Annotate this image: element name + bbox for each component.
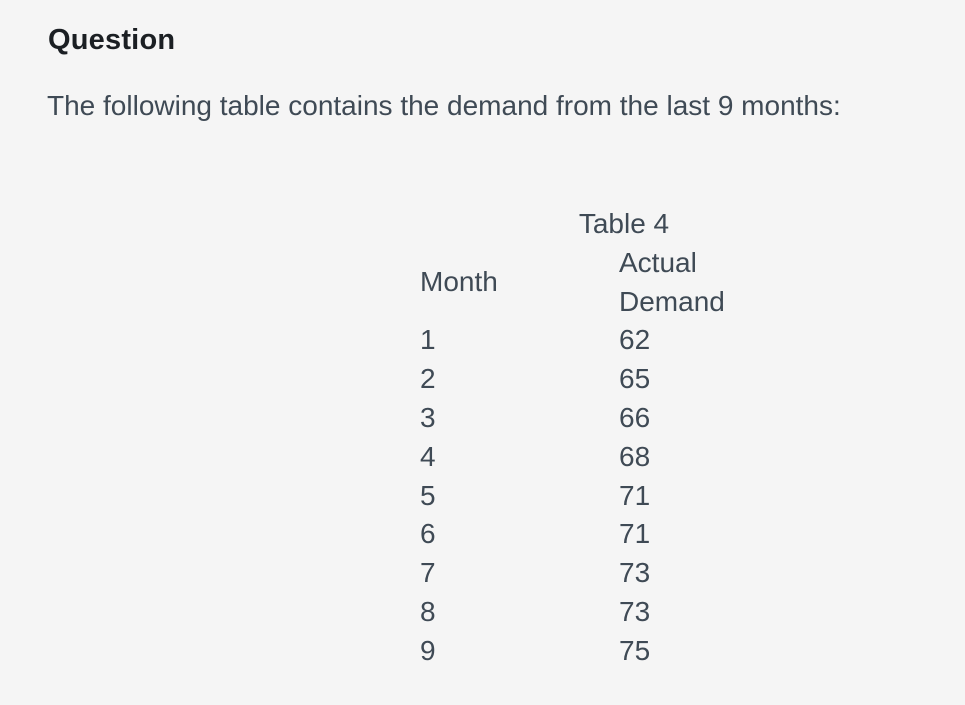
demand-cell: 73 bbox=[619, 557, 651, 589]
month-cell: 5 bbox=[420, 479, 436, 511]
table-row: 9 75 bbox=[420, 632, 828, 671]
month-cell: 1 bbox=[420, 324, 436, 356]
month-cell: 6 bbox=[420, 518, 436, 550]
column-header-actual-demand: Actual Demand bbox=[619, 244, 828, 322]
demand-cell: 73 bbox=[619, 595, 651, 627]
month-cell: 2 bbox=[420, 363, 436, 395]
table-row: 6 71 bbox=[420, 515, 828, 554]
column-header-month: Month bbox=[420, 266, 498, 298]
demand-table-wrap: Table 4 Month Actual Demand 1 62 2 65 bbox=[420, 205, 965, 671]
month-cell: 9 bbox=[420, 634, 436, 666]
table-row: 3 66 bbox=[420, 399, 828, 438]
table-row: 4 68 bbox=[420, 438, 828, 477]
table-row: 2 65 bbox=[420, 360, 828, 399]
month-cell: 4 bbox=[420, 440, 436, 472]
demand-cell: 75 bbox=[619, 634, 651, 666]
month-cell: 8 bbox=[420, 595, 436, 627]
question-prompt: The following table contains the demand … bbox=[47, 90, 841, 121]
question-panel: Question The following table contains th… bbox=[0, 21, 965, 705]
month-cell: 3 bbox=[420, 401, 436, 433]
column-header-actual-demand-label: Actual Demand bbox=[619, 246, 725, 317]
demand-cell: 66 bbox=[619, 401, 651, 433]
header-row: Month Actual Demand bbox=[420, 244, 828, 322]
demand-cell: 71 bbox=[619, 518, 651, 550]
table-caption: Table 4 bbox=[578, 208, 670, 239]
table-row: 1 62 bbox=[420, 321, 828, 360]
demand-cell: 71 bbox=[619, 479, 651, 511]
demand-cell: 68 bbox=[619, 440, 651, 472]
month-cell: 7 bbox=[420, 557, 436, 589]
demand-cell: 62 bbox=[619, 324, 651, 356]
demand-table: Table 4 Month Actual Demand 1 62 2 65 bbox=[420, 205, 828, 671]
table-row: 5 71 bbox=[420, 477, 828, 516]
table-row: 8 73 bbox=[420, 593, 828, 632]
demand-cell: 65 bbox=[619, 363, 651, 395]
table-row: 7 73 bbox=[420, 554, 828, 593]
question-heading: Question bbox=[48, 24, 176, 56]
